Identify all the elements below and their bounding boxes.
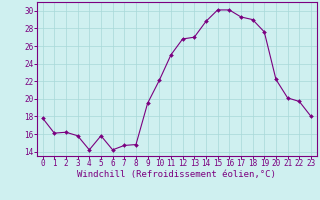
X-axis label: Windchill (Refroidissement éolien,°C): Windchill (Refroidissement éolien,°C)	[77, 170, 276, 179]
